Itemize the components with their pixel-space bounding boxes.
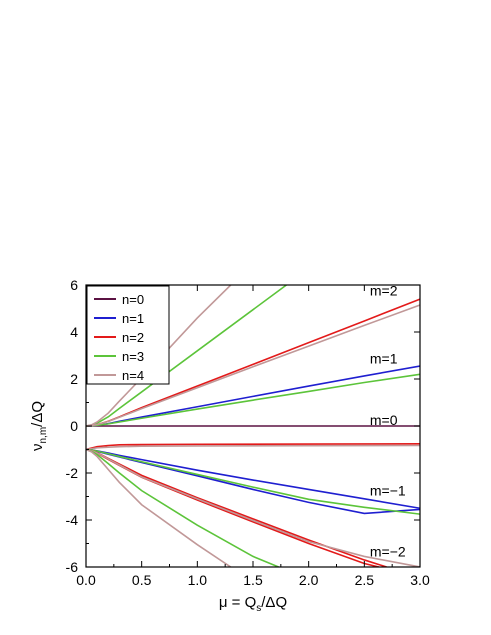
y-tick-label-2: -2 bbox=[66, 465, 79, 481]
y-axis-label-tail: /ΔQ bbox=[29, 401, 46, 427]
y-axis-label-sub: n,m bbox=[38, 427, 49, 444]
y-tick-label-0: -6 bbox=[66, 559, 79, 575]
annotation-1: m=1 bbox=[370, 351, 398, 367]
series-line-6 bbox=[86, 285, 232, 427]
legend-label-1: n=1 bbox=[122, 311, 144, 326]
x-tick-label-0: 0.0 bbox=[76, 572, 96, 588]
x-tick-label-6: 3.0 bbox=[410, 572, 430, 588]
annotation-0: m=2 bbox=[370, 283, 398, 299]
series-line-14 bbox=[86, 448, 420, 567]
x-axis-label-main: μ = Q bbox=[219, 594, 256, 611]
legend-box bbox=[86, 285, 170, 385]
y-axis-label-main: ν bbox=[29, 444, 46, 452]
series-line-7 bbox=[86, 443, 420, 451]
annotation-3: m=−1 bbox=[370, 482, 406, 498]
x-axis-label-sub: s bbox=[256, 603, 261, 614]
curves bbox=[86, 285, 420, 567]
y-tick-label-1: -4 bbox=[66, 512, 79, 528]
series-line-5 bbox=[86, 304, 420, 427]
y-tick-label-5: 4 bbox=[70, 324, 78, 340]
ticks: 0.0 0.5 1.0 1.5 2.0 2.5 3.0 -6 -4 -2 0 2 4 6 bbox=[66, 277, 430, 588]
legend-label-2: n=2 bbox=[122, 330, 144, 345]
x-tick-label-5: 2.5 bbox=[355, 572, 375, 588]
x-axis-label: μ = Qs/ΔQ bbox=[219, 594, 287, 614]
annotations: m=2 m=1 m=0 m=−1 m=−2 bbox=[370, 283, 406, 560]
y-tick-label-3: 0 bbox=[70, 418, 78, 434]
series-line-8 bbox=[86, 444, 420, 451]
series-line-16 bbox=[86, 448, 232, 567]
legend: n=0 n=1 n=2 n=3 n=4 bbox=[86, 285, 170, 385]
annotation-4: m=−2 bbox=[370, 543, 406, 559]
y-tick-label-6: 6 bbox=[70, 277, 78, 293]
x-tick-label-3: 1.5 bbox=[243, 572, 263, 588]
x-tick-label-1: 0.5 bbox=[132, 572, 152, 588]
x-tick-label-4: 2.0 bbox=[299, 572, 319, 588]
y-axis-label: νn,m/ΔQ bbox=[29, 401, 49, 451]
y-tick-label-4: 2 bbox=[70, 371, 78, 387]
legend-label-0: n=0 bbox=[122, 292, 144, 307]
legend-label-4: n=4 bbox=[122, 368, 144, 383]
x-axis-label-tail: /ΔQ bbox=[261, 594, 287, 611]
x-tick-label-2: 1.0 bbox=[188, 572, 208, 588]
legend-label-3: n=3 bbox=[122, 349, 144, 364]
annotation-2: m=0 bbox=[370, 412, 398, 428]
series-line-11 bbox=[86, 448, 420, 515]
